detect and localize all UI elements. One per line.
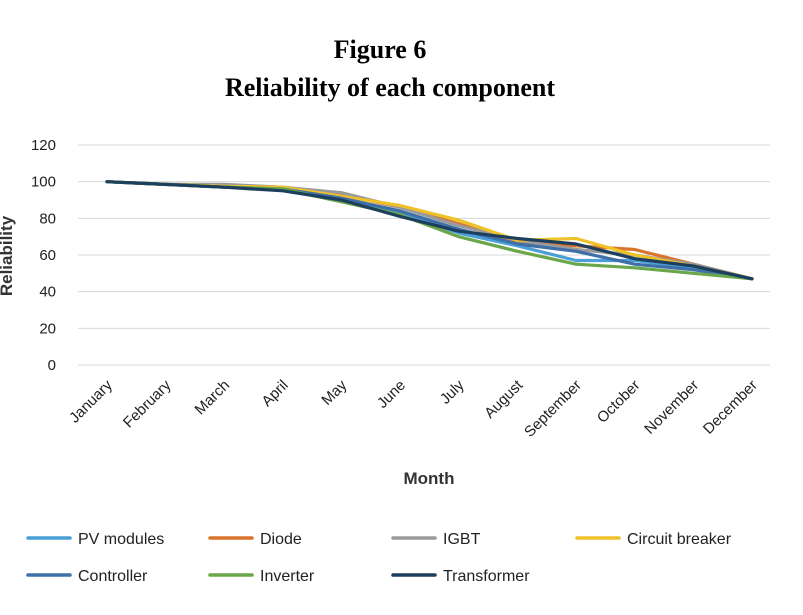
legend-item-igbt: IGBT [391,531,481,548]
x-axis-ticks: January February March April May June July Augu… [66,376,761,440]
x-tick-label: April [258,377,291,410]
y-tick-label: 20 [39,320,56,337]
legend-item-circuit-breaker: Circuit breaker [575,531,732,548]
y-tick-label: 100 [31,174,56,191]
x-tick-label: September [521,377,585,441]
legend-item-pv-modules: PV modules [26,531,164,548]
y-tick-label: 0 [48,357,56,374]
legend-label: Circuit breaker [627,531,732,548]
y-tick-label: 40 [39,284,56,301]
legend-label: Diode [260,531,302,548]
x-tick-label: February [120,376,175,431]
gridlines [78,144,770,366]
x-tick-label: October [594,377,644,427]
x-axis-label: Month [404,469,455,488]
y-axis-label: Reliability [0,215,16,296]
x-tick-label: June [374,377,409,412]
x-tick-label: November [641,377,702,438]
legend-item-controller: Controller [26,568,148,585]
legend-label: Inverter [260,568,315,585]
chart-subtitle: Reliability of each component [225,73,555,102]
x-tick-label: August [481,376,527,422]
legend-label: IGBT [443,531,481,548]
series-line-pv-modules [105,180,754,281]
series-line-transformer [105,180,754,281]
legend-label: PV modules [78,531,164,548]
y-tick-label: 80 [39,210,56,227]
legend: PV modules Diode IGBT Circuit breaker Contro… [26,531,732,585]
legend-item-diode: Diode [208,531,302,548]
legend-item-inverter: Inverter [208,568,315,585]
x-tick-label: March [192,377,233,418]
x-tick-label: May [318,376,350,408]
y-tick-label: 120 [31,137,56,154]
legend-item-transformer: Transformer [391,568,530,585]
x-tick-label: July [437,376,468,407]
y-axis-ticks: 0 20 40 60 80 100 120 [31,137,56,374]
legend-label: Controller [78,568,148,585]
y-tick-label: 60 [39,247,56,264]
x-tick-label: January [66,376,116,426]
legend-label: Transformer [443,568,530,585]
chart-title: Figure 6 [334,35,427,64]
x-tick-label: December [700,377,761,438]
series-lines [105,180,754,281]
